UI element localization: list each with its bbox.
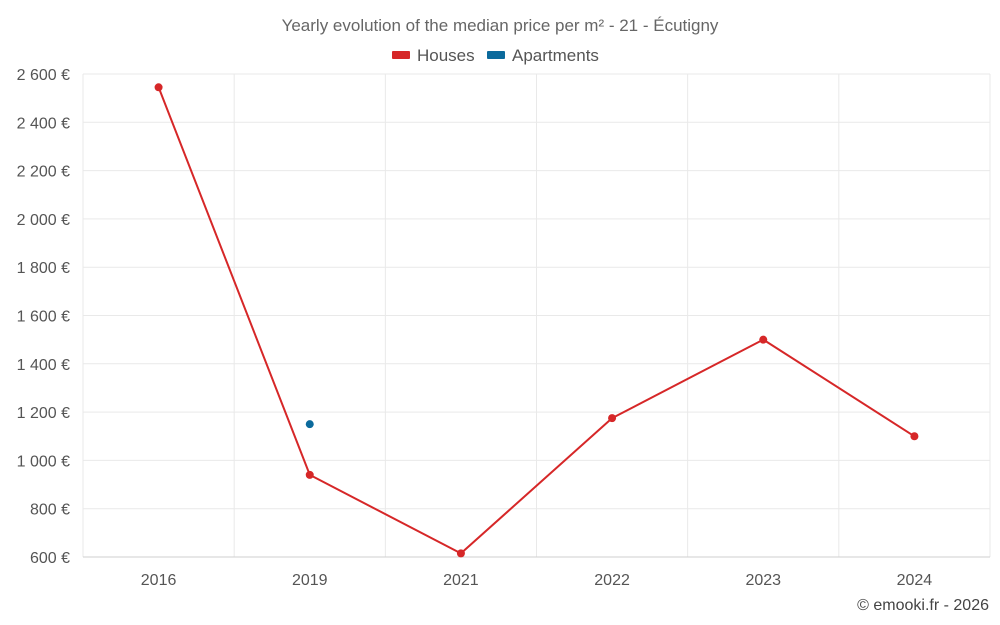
legend: Houses Apartments (392, 46, 599, 65)
y-tick-label: 600 € (30, 550, 70, 567)
x-tick-label: 2016 (141, 572, 177, 589)
data-point-houses[interactable] (608, 414, 617, 423)
legend-swatch-houses (392, 51, 410, 59)
legend-label-houses[interactable]: Houses (417, 46, 475, 65)
y-tick-label: 1 600 € (17, 309, 70, 326)
x-tick-label: 2024 (897, 572, 933, 589)
x-tick-label: 2019 (292, 572, 328, 589)
y-tick-label: 1 200 € (17, 405, 70, 422)
y-tick-label: 1 800 € (17, 260, 70, 277)
data-point-houses[interactable] (154, 83, 163, 92)
series-line-houses (157, 86, 915, 555)
y-tick-label: 2 000 € (17, 212, 70, 229)
legend-label-apartments[interactable]: Apartments (512, 46, 599, 65)
y-tick-label: 2 400 € (17, 115, 70, 132)
legend-swatch-apartments (487, 51, 505, 59)
data-point-houses[interactable] (456, 549, 465, 558)
x-tick-label: 2023 (745, 572, 781, 589)
grid (82, 73, 991, 558)
y-tick-label: 2 200 € (17, 164, 70, 181)
x-tick-label: 2021 (443, 572, 479, 589)
y-tick-label: 800 € (30, 502, 70, 519)
y-tick-label: 1 400 € (17, 357, 70, 374)
credit-text: © emooki.fr - 2026 (857, 597, 989, 614)
data-point-apartments[interactable] (305, 420, 314, 429)
y-tick-label: 1 000 € (17, 453, 70, 470)
data-point-houses[interactable] (305, 470, 314, 479)
y-axis-ticks: 600 € 800 € 1 000 € 1 200 € 1 400 € 1 600 € 1 … (17, 67, 70, 567)
data-point-houses[interactable] (759, 335, 768, 344)
x-axis-ticks: 2016 2019 2021 2022 2023 2024 (141, 572, 933, 589)
chart-title: Yearly evolution of the median price per… (282, 16, 719, 35)
data-point-houses[interactable] (910, 432, 919, 441)
series (154, 83, 919, 558)
y-tick-label: 2 600 € (17, 67, 70, 84)
x-tick-label: 2022 (594, 572, 630, 589)
